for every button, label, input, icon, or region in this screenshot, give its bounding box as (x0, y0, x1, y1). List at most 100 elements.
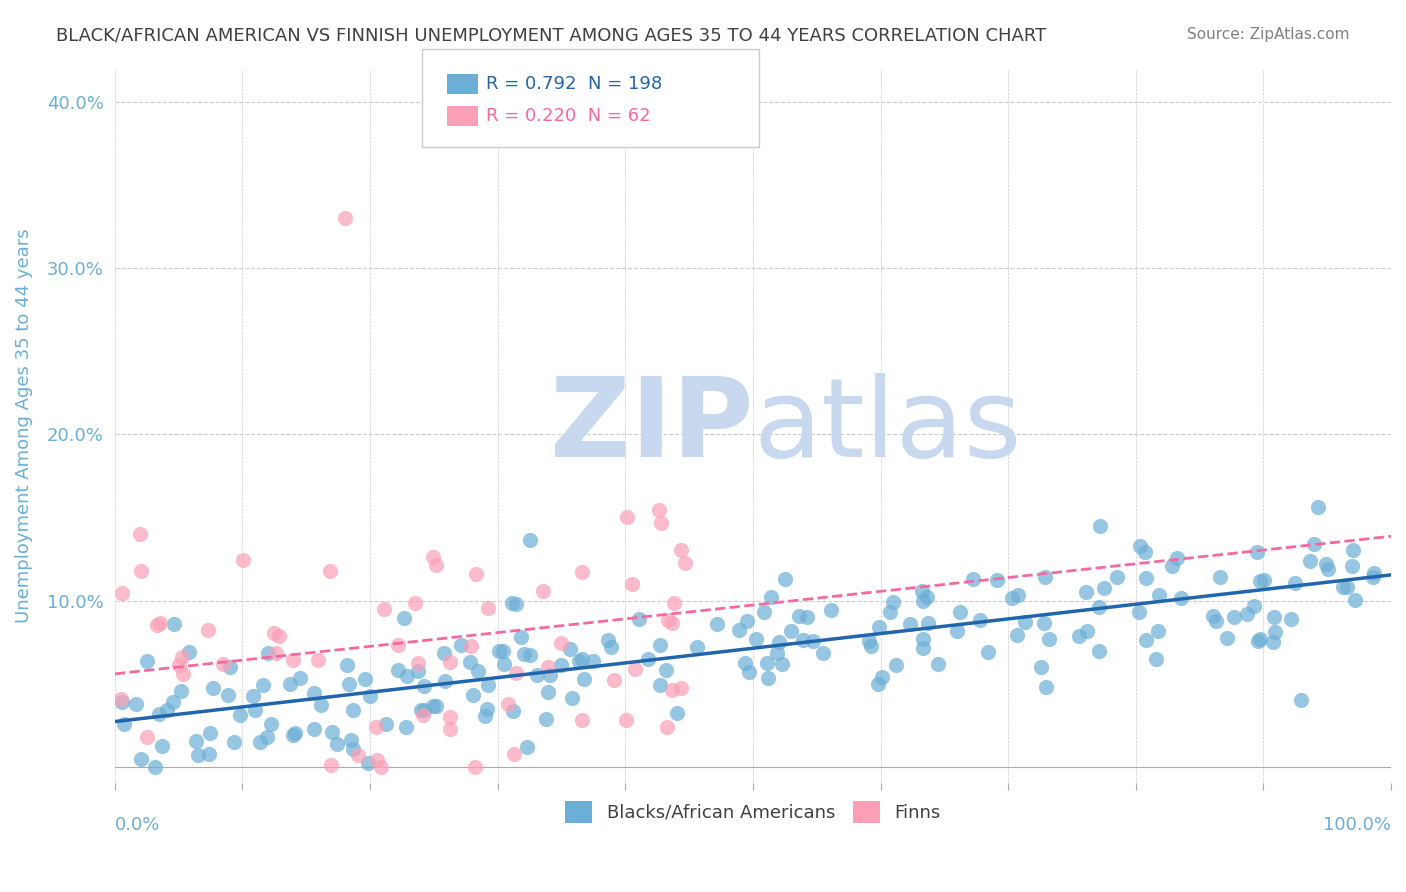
Point (406, 656, 429, 670)
Point (1035, 680, 1057, 694)
Point (655, 663, 678, 677)
Point (616, 510, 638, 524)
Point (222, 735, 245, 749)
Point (1279, 612, 1302, 626)
Point (465, 566, 488, 581)
Point (820, 603, 842, 617)
Point (1128, 606, 1150, 620)
Point (969, 613, 991, 627)
Point (1135, 571, 1157, 585)
Point (1146, 624, 1168, 638)
Point (1344, 593, 1367, 607)
Point (228, 707, 250, 722)
Point (650, 516, 672, 530)
Text: atlas: atlas (754, 373, 1021, 480)
Point (1014, 615, 1036, 629)
Point (912, 593, 935, 607)
Point (505, 597, 527, 611)
Point (1361, 569, 1384, 583)
Point (342, 742, 364, 756)
Text: 0.0%: 0.0% (115, 815, 160, 834)
Point (599, 640, 621, 655)
Point (1243, 599, 1265, 613)
Point (657, 720, 679, 734)
Point (1246, 545, 1268, 559)
Point (433, 646, 456, 660)
Point (339, 732, 361, 747)
Point (773, 572, 796, 586)
Point (917, 615, 939, 630)
Point (1033, 615, 1056, 630)
Point (911, 584, 934, 599)
Point (526, 668, 548, 682)
Point (911, 640, 934, 655)
Point (1087, 644, 1109, 658)
Point (217, 689, 239, 703)
Point (169, 683, 191, 698)
Point (1038, 632, 1060, 646)
Point (492, 644, 515, 658)
Point (1249, 574, 1271, 588)
Point (1362, 566, 1385, 580)
Point (406, 665, 429, 679)
Point (184, 733, 207, 747)
Point (1135, 545, 1157, 559)
Point (1216, 631, 1239, 645)
Point (1317, 562, 1340, 576)
Point (460, 655, 482, 669)
Point (167, 657, 190, 672)
Point (796, 610, 818, 624)
Point (359, 689, 381, 703)
Point (501, 596, 523, 610)
Point (536, 660, 558, 674)
Point (735, 614, 758, 628)
Point (664, 596, 686, 610)
Point (172, 650, 194, 665)
Point (477, 678, 499, 692)
Point (264, 646, 287, 660)
Point (333, 211, 356, 226)
Point (475, 702, 498, 716)
Point (202, 681, 225, 695)
Point (354, 672, 377, 686)
Point (337, 677, 360, 691)
Point (392, 611, 415, 625)
Point (728, 624, 751, 638)
Text: R = 0.220  N = 62: R = 0.220 N = 62 (486, 107, 651, 125)
Point (1291, 692, 1313, 706)
Point (538, 668, 561, 682)
Point (110, 691, 132, 706)
Point (787, 609, 810, 624)
Point (387, 638, 409, 652)
Point (650, 678, 672, 692)
Point (1299, 554, 1322, 568)
Point (513, 647, 536, 661)
Point (1341, 558, 1364, 573)
Point (1202, 609, 1225, 624)
Y-axis label: Unemployment Among Ages 35 to 44 years: Unemployment Among Ages 35 to 44 years (15, 228, 32, 624)
Point (946, 624, 969, 639)
Point (404, 595, 426, 609)
Point (949, 605, 972, 619)
Point (503, 747, 526, 761)
Point (163, 616, 186, 631)
Point (128, 527, 150, 541)
Point (263, 626, 285, 640)
Point (560, 642, 582, 657)
Point (412, 703, 434, 717)
Point (1253, 574, 1275, 588)
Point (242, 690, 264, 704)
Point (321, 724, 343, 739)
Point (627, 612, 650, 626)
Point (870, 670, 893, 684)
Point (669, 543, 692, 558)
Point (1331, 580, 1354, 594)
Legend: Blacks/African Americans, Finns: Blacks/African Americans, Finns (555, 791, 950, 831)
Point (516, 739, 538, 754)
Point (1088, 599, 1111, 614)
Point (624, 662, 647, 676)
Point (198, 726, 221, 740)
Point (766, 646, 789, 660)
Point (212, 657, 235, 671)
Point (284, 726, 307, 740)
